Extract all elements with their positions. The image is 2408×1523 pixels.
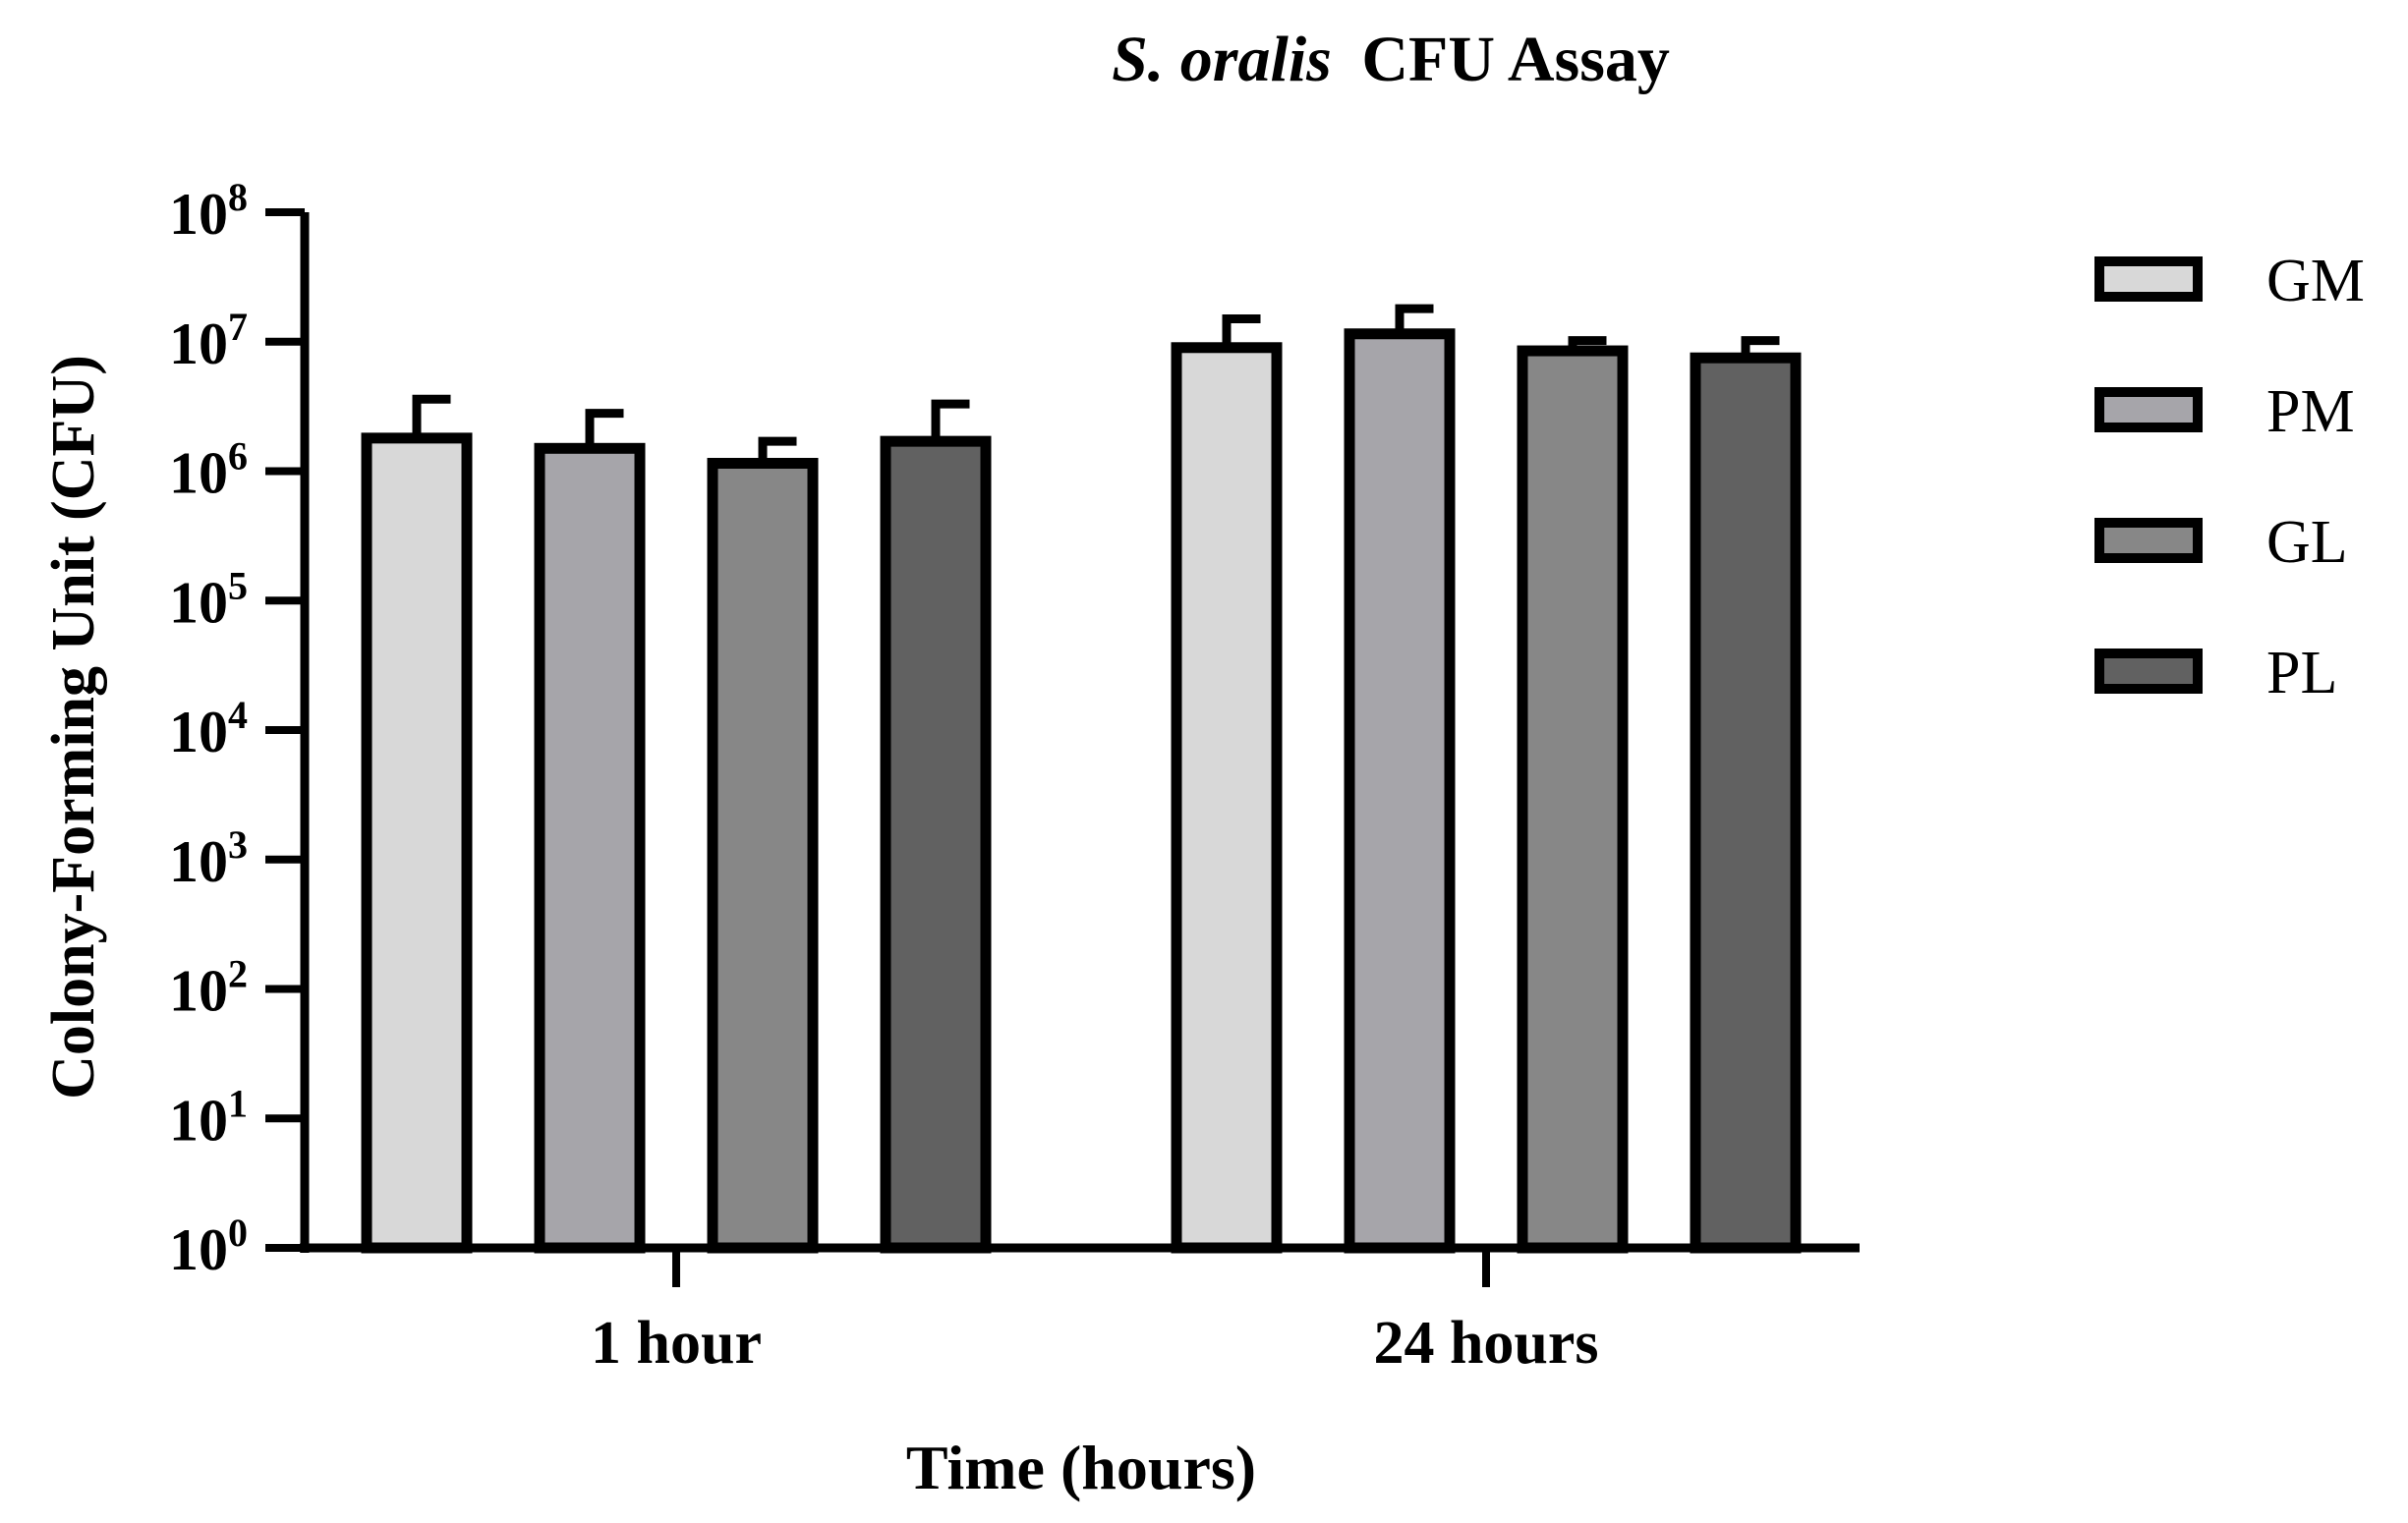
axes-layer: 100 101 102 103 104 105 106 107 108 1 hour 24 hour… — [169, 175, 1860, 1377]
legend-swatch-gm — [2094, 256, 2203, 302]
bars-layer — [361, 304, 1802, 1254]
legend-label-pl: PL — [2266, 640, 2337, 706]
legend-swatch-pl — [2094, 649, 2203, 694]
y-tick-label-0: 100 — [169, 1211, 248, 1282]
y-tick-label-1: 101 — [169, 1081, 248, 1153]
legend-label-pm: PM — [2266, 378, 2355, 445]
x-tick-label-24h: 24 hours — [1373, 1310, 1598, 1377]
legend-swatch-pm — [2094, 387, 2203, 432]
bar-gm-1h — [361, 432, 473, 1254]
bar-pm-1h — [534, 442, 646, 1254]
y-tick-label-4: 104 — [169, 693, 248, 764]
bar-gl-24h — [1517, 345, 1629, 1254]
legend-swatch-gl — [2094, 518, 2203, 563]
x-tick-label-1h: 1 hour — [591, 1310, 762, 1377]
y-tick-label-8: 108 — [169, 175, 248, 247]
bar-pl-1h — [880, 435, 992, 1254]
bar-pm-24h — [1344, 328, 1456, 1254]
chart-title-italic: S. oralis — [1112, 24, 1332, 95]
x-axis-label: Time (hours) — [906, 1433, 1256, 1502]
bar-gl-1h — [707, 458, 819, 1254]
chart-title-rest: CFU Assay — [1361, 24, 1670, 95]
y-tick-label-5: 105 — [169, 563, 248, 635]
bar-pl-24h — [1690, 352, 1802, 1254]
chart-title: S. oralis CFU Assay — [1112, 24, 1670, 95]
y-tick-label-3: 103 — [169, 822, 248, 894]
bar-gm-24h — [1171, 342, 1283, 1254]
legend-label-gm: GM — [2266, 248, 2365, 314]
legend-label-gl: GL — [2266, 509, 2348, 576]
legend: GM PM GL PL — [2094, 248, 2365, 706]
y-tick-label-6: 106 — [169, 434, 248, 506]
y-tick-label-7: 107 — [169, 305, 248, 376]
y-axis-label: Colony-Forming Unit (CFU) — [40, 355, 107, 1100]
y-tick-label-2: 102 — [169, 952, 248, 1024]
